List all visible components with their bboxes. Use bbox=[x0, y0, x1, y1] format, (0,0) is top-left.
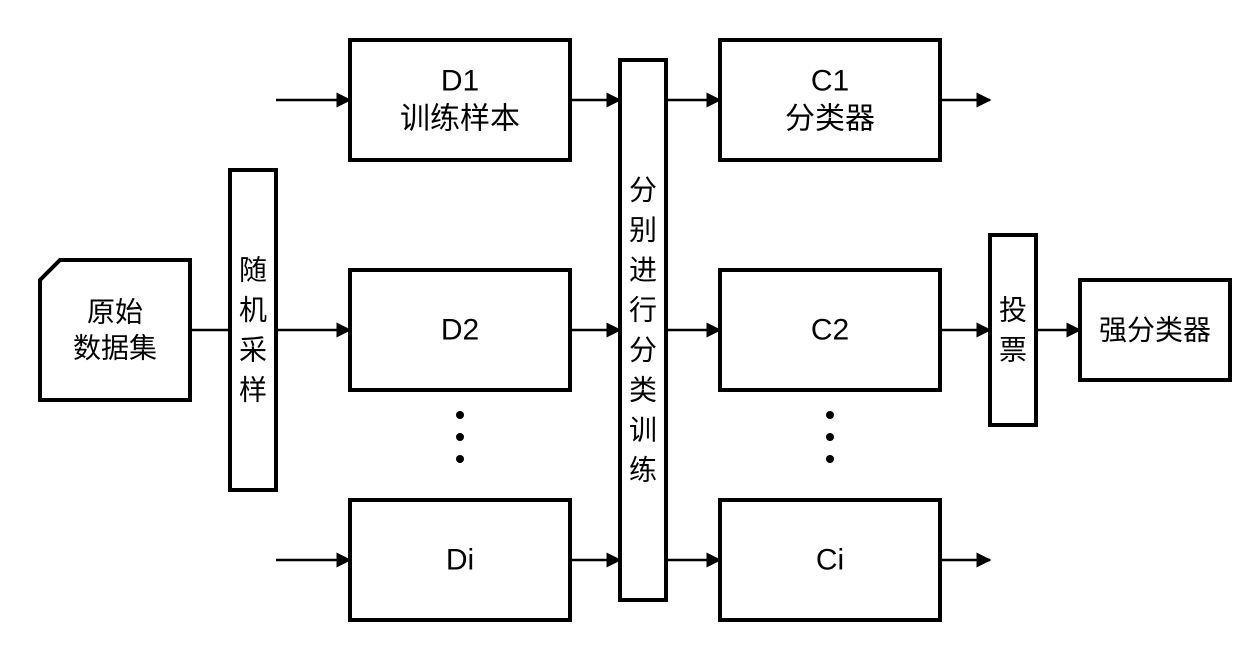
node-vote: 投票 bbox=[990, 235, 1036, 425]
ellipsis-dot bbox=[826, 455, 834, 463]
node-trainer: 分别进行分类训练 bbox=[620, 60, 666, 600]
node-ci: Ci bbox=[720, 500, 940, 620]
node-di: Di bbox=[350, 500, 570, 620]
ellipsis-dot bbox=[456, 411, 464, 419]
node-d1: D1 训练样本 bbox=[350, 40, 570, 160]
ellipsis-dot bbox=[456, 433, 464, 441]
node-trainer-label-2: 进 bbox=[629, 255, 657, 286]
node-trainer-label-5: 类 bbox=[629, 375, 657, 406]
ellipsis-dot bbox=[456, 455, 464, 463]
node-c1: C1 分类器 bbox=[720, 40, 940, 160]
node-trainer-label-7: 练 bbox=[629, 455, 657, 486]
node-c1-label-0: C1 bbox=[811, 65, 849, 98]
node-trainer-label-1: 别 bbox=[629, 215, 657, 246]
node-c1-label-1: 分类器 bbox=[785, 103, 875, 136]
node-d1-label-1: 训练样本 bbox=[400, 103, 520, 136]
node-sampler-label-1: 机 bbox=[239, 295, 267, 326]
node-strong: 强分类器 bbox=[1080, 280, 1230, 380]
node-c2-label-0: C2 bbox=[811, 314, 849, 347]
node-vote-label-0: 投 bbox=[999, 295, 1027, 326]
node-source-label-0: 原始 bbox=[87, 297, 143, 328]
node-ci-label-0: Ci bbox=[816, 544, 844, 577]
flowchart-canvas: 原始数据集随机采样D1训练样本D2Di分别进行分类训练C1分类器C2Ci投票强分… bbox=[0, 0, 1240, 656]
node-di-label-0: Di bbox=[446, 544, 474, 577]
node-source-label-1: 数据集 bbox=[73, 333, 157, 364]
node-trainer-label-4: 分 bbox=[629, 335, 657, 366]
node-source: 原始数据集 bbox=[40, 260, 190, 400]
node-trainer-label-3: 行 bbox=[629, 295, 657, 326]
node-vote-label-1: 票 bbox=[999, 335, 1027, 366]
node-sampler-label-3: 样 bbox=[239, 375, 267, 406]
node-sampler-label-2: 采 bbox=[239, 335, 267, 366]
node-d2-label-0: D2 bbox=[441, 314, 479, 347]
node-sampler-label-0: 随 bbox=[239, 255, 267, 286]
node-strong-label-0: 强分类器 bbox=[1099, 315, 1211, 346]
node-trainer-label-6: 训 bbox=[629, 415, 657, 446]
node-sampler: 随机采样 bbox=[230, 170, 276, 490]
node-d2: D2 bbox=[350, 270, 570, 390]
node-d1-label-0: D1 bbox=[441, 65, 479, 98]
ellipsis-dot bbox=[826, 433, 834, 441]
node-c2: C2 bbox=[720, 270, 940, 390]
ellipsis-dot bbox=[826, 411, 834, 419]
node-trainer-label-0: 分 bbox=[629, 175, 657, 206]
